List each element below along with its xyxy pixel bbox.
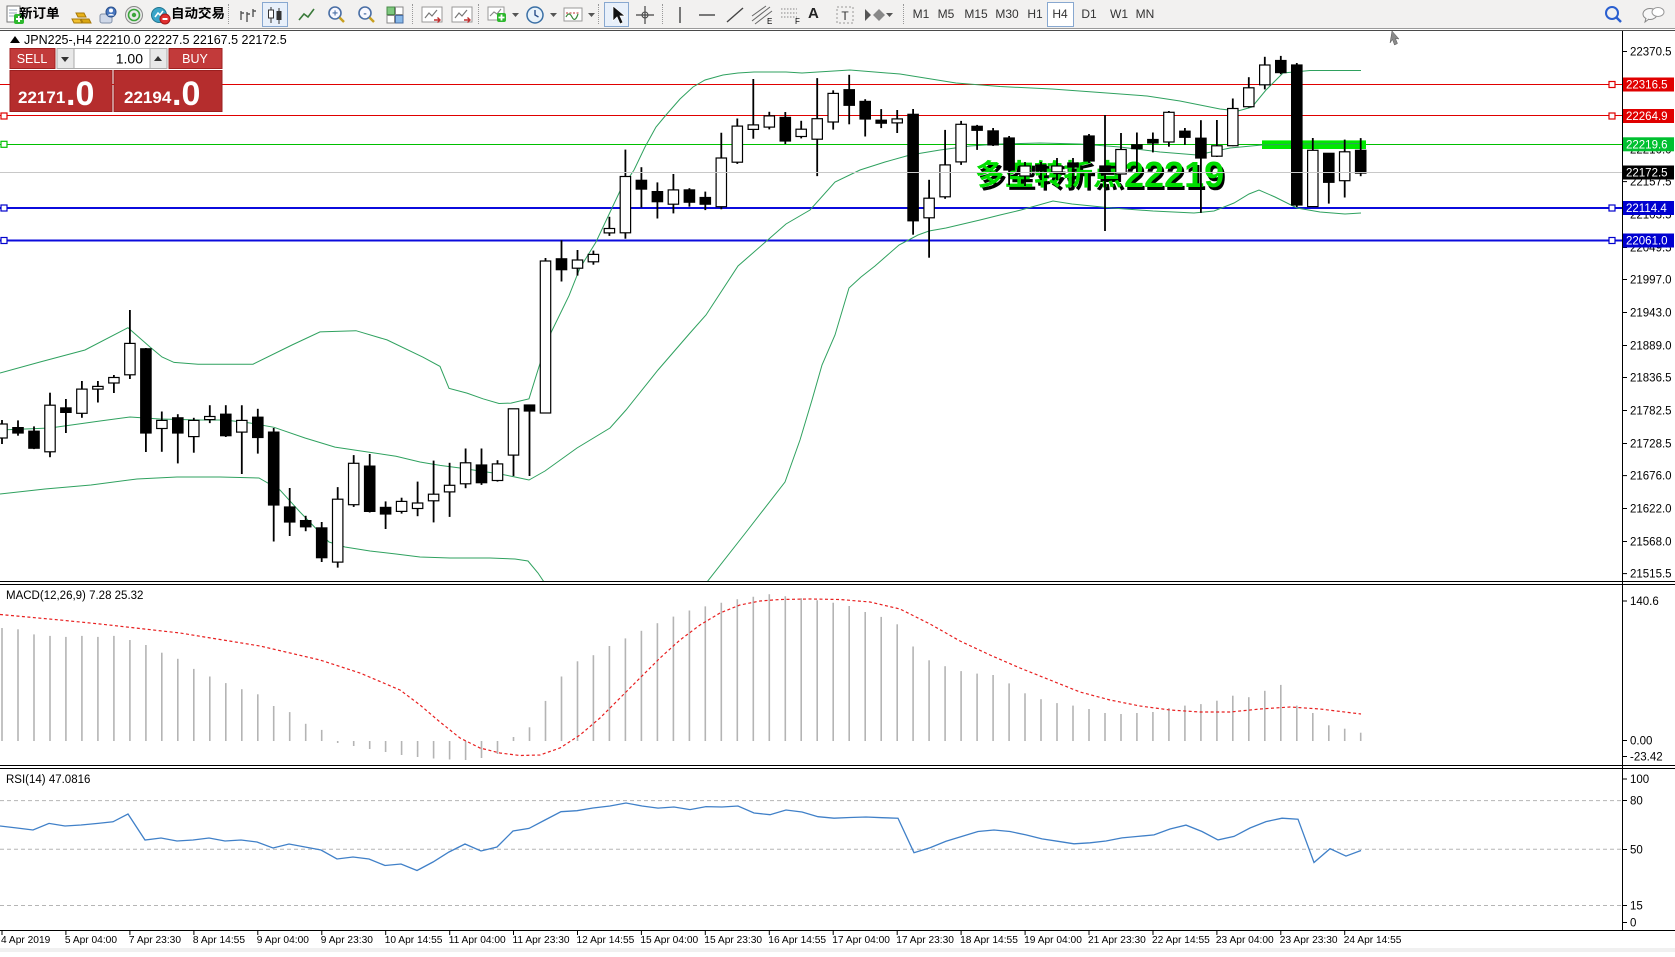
svg-text:19 Apr 04:00: 19 Apr 04:00 <box>1024 935 1082 946</box>
svg-text:5 Apr 04:00: 5 Apr 04:00 <box>65 935 117 946</box>
svg-text:22172.5: 22172.5 <box>1626 168 1668 180</box>
svg-text:22171: 22171 <box>18 88 65 107</box>
svg-text:21997.0: 21997.0 <box>1630 275 1672 287</box>
svg-text:22316.5: 22316.5 <box>1626 80 1668 92</box>
svg-text:8 Apr 14:55: 8 Apr 14:55 <box>193 935 245 946</box>
svg-text:-: - <box>363 9 366 20</box>
svg-text:.0: .0 <box>172 75 200 113</box>
svg-text:21943.0: 21943.0 <box>1630 308 1672 320</box>
svg-text:F: F <box>795 17 800 26</box>
svg-text:22157.5: 22157.5 <box>1630 177 1672 189</box>
svg-text:22264.9: 22264.9 <box>1626 111 1668 123</box>
svg-text:22219: 22219 <box>1126 157 1226 198</box>
svg-text:11 Apr 23:30: 11 Apr 23:30 <box>513 935 570 946</box>
svg-text:50: 50 <box>1630 845 1643 857</box>
svg-text:21 Apr 23:30: 21 Apr 23:30 <box>1088 935 1146 946</box>
svg-text:21889.0: 21889.0 <box>1630 341 1672 353</box>
svg-text:16 Apr 14:55: 16 Apr 14:55 <box>768 935 826 946</box>
svg-text:22114.4: 22114.4 <box>1626 203 1667 215</box>
svg-text:15 Apr 23:30: 15 Apr 23:30 <box>704 935 762 946</box>
svg-text:9 Apr 04:00: 9 Apr 04:00 <box>257 935 309 946</box>
svg-text:22219.6: 22219.6 <box>1626 139 1668 151</box>
svg-text:24 Apr 14:55: 24 Apr 14:55 <box>1344 935 1402 946</box>
svg-text:10 Apr 14:55: 10 Apr 14:55 <box>385 935 443 946</box>
svg-text:15: 15 <box>1630 901 1643 913</box>
svg-text:80: 80 <box>1630 796 1643 808</box>
svg-text:T: T <box>841 9 849 23</box>
svg-text:21515.5: 21515.5 <box>1630 569 1672 581</box>
svg-text:MACD(12,26,9) 7.28 25.32: MACD(12,26,9) 7.28 25.32 <box>6 590 143 602</box>
svg-text:E: E <box>767 17 772 26</box>
svg-text:22370.5: 22370.5 <box>1630 47 1672 59</box>
svg-text:21568.0: 21568.0 <box>1630 537 1672 549</box>
svg-text:SELL: SELL <box>17 52 48 66</box>
svg-text:JPN225-,H4 22210.0 22227.5 22: JPN225-,H4 22210.0 22227.5 22167.5 22172… <box>24 33 287 47</box>
svg-text:100: 100 <box>1630 774 1649 786</box>
svg-text:1.00: 1.00 <box>116 51 143 67</box>
svg-text:140.6: 140.6 <box>1630 596 1659 608</box>
svg-text:11 Apr 04:00: 11 Apr 04:00 <box>449 935 506 946</box>
svg-text:-23.42: -23.42 <box>1630 752 1663 764</box>
svg-text:18 Apr 14:55: 18 Apr 14:55 <box>960 935 1018 946</box>
svg-text:21782.5: 21782.5 <box>1630 406 1672 418</box>
svg-text:0: 0 <box>1630 918 1636 930</box>
svg-text:BUY: BUY <box>182 52 208 66</box>
svg-text:23 Apr 04:00: 23 Apr 04:00 <box>1216 935 1274 946</box>
svg-text:.0: .0 <box>66 75 94 113</box>
svg-text:22 Apr 14:55: 22 Apr 14:55 <box>1152 935 1210 946</box>
svg-text:21836.5: 21836.5 <box>1630 373 1672 385</box>
svg-text:22194: 22194 <box>124 88 172 107</box>
svg-text:4 Apr 2019: 4 Apr 2019 <box>1 935 51 946</box>
svg-text:22061.0: 22061.0 <box>1626 236 1668 248</box>
svg-text:21622.0: 21622.0 <box>1630 504 1672 516</box>
svg-text:12 Apr 14:55: 12 Apr 14:55 <box>577 935 635 946</box>
svg-text:15 Apr 04:00: 15 Apr 04:00 <box>640 935 698 946</box>
svg-text:0.00: 0.00 <box>1630 736 1652 748</box>
svg-text:23 Apr 23:30: 23 Apr 23:30 <box>1280 935 1338 946</box>
svg-text:22219: 22219 <box>1124 154 1224 195</box>
svg-text:17 Apr 23:30: 17 Apr 23:30 <box>896 935 954 946</box>
svg-text:21728.5: 21728.5 <box>1630 439 1672 451</box>
svg-text:7 Apr 23:30: 7 Apr 23:30 <box>129 935 181 946</box>
svg-text:17 Apr 04:00: 17 Apr 04:00 <box>832 935 890 946</box>
svg-text:9 Apr 23:30: 9 Apr 23:30 <box>321 935 373 946</box>
svg-text:+: + <box>332 9 338 20</box>
svg-text:21676.0: 21676.0 <box>1630 471 1672 483</box>
svg-text:RSI(14) 47.0816: RSI(14) 47.0816 <box>6 774 90 786</box>
